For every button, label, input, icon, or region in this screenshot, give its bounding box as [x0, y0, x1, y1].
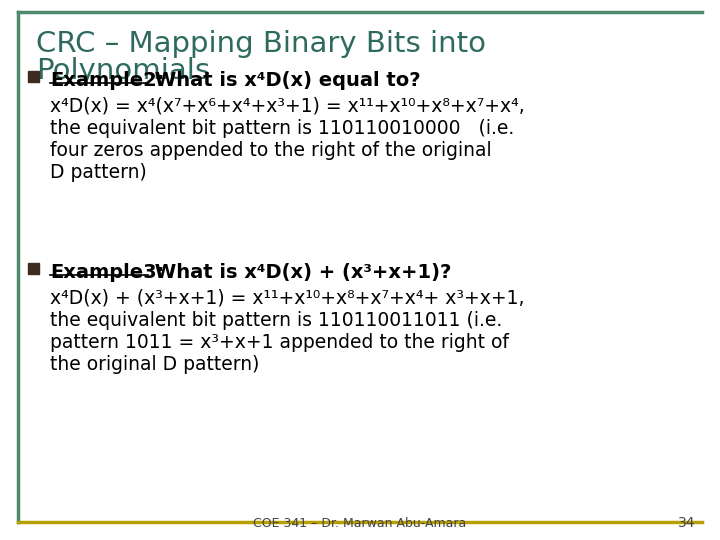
Text: D pattern): D pattern): [50, 163, 147, 182]
Text: What is x⁴D(x) + (x³+x+1)?: What is x⁴D(x) + (x³+x+1)?: [148, 263, 451, 282]
Text: 34: 34: [678, 516, 695, 530]
Text: Example3:: Example3:: [50, 263, 164, 282]
Text: the original D pattern): the original D pattern): [50, 355, 259, 374]
Text: Example2:: Example2:: [50, 71, 164, 90]
Text: CRC – Mapping Binary Bits into: CRC – Mapping Binary Bits into: [36, 30, 486, 58]
Text: Polynomials: Polynomials: [36, 57, 210, 85]
Text: COE 341 – Dr. Marwan Abu-Amara: COE 341 – Dr. Marwan Abu-Amara: [253, 517, 467, 530]
Text: the equivalent bit pattern is 110110011011 (i.e.: the equivalent bit pattern is 1101100110…: [50, 311, 503, 330]
Text: What is x⁴D(x) equal to?: What is x⁴D(x) equal to?: [148, 71, 420, 90]
Bar: [28, 71, 39, 82]
Text: the equivalent bit pattern is 110110010000   (i.e.: the equivalent bit pattern is 1101100100…: [50, 119, 514, 138]
Bar: [28, 263, 39, 274]
Text: x⁴D(x) + (x³+x+1) = x¹¹+x¹⁰+x⁸+x⁷+x⁴+ x³+x+1,: x⁴D(x) + (x³+x+1) = x¹¹+x¹⁰+x⁸+x⁷+x⁴+ x³…: [50, 289, 524, 308]
Text: pattern 1011 = x³+x+1 appended to the right of: pattern 1011 = x³+x+1 appended to the ri…: [50, 333, 509, 352]
Text: four zeros appended to the right of the original: four zeros appended to the right of the …: [50, 141, 492, 160]
Text: x⁴D(x) = x⁴(x⁷+x⁶+x⁴+x³+1) = x¹¹+x¹⁰+x⁸+x⁷+x⁴,: x⁴D(x) = x⁴(x⁷+x⁶+x⁴+x³+1) = x¹¹+x¹⁰+x⁸+…: [50, 97, 525, 116]
